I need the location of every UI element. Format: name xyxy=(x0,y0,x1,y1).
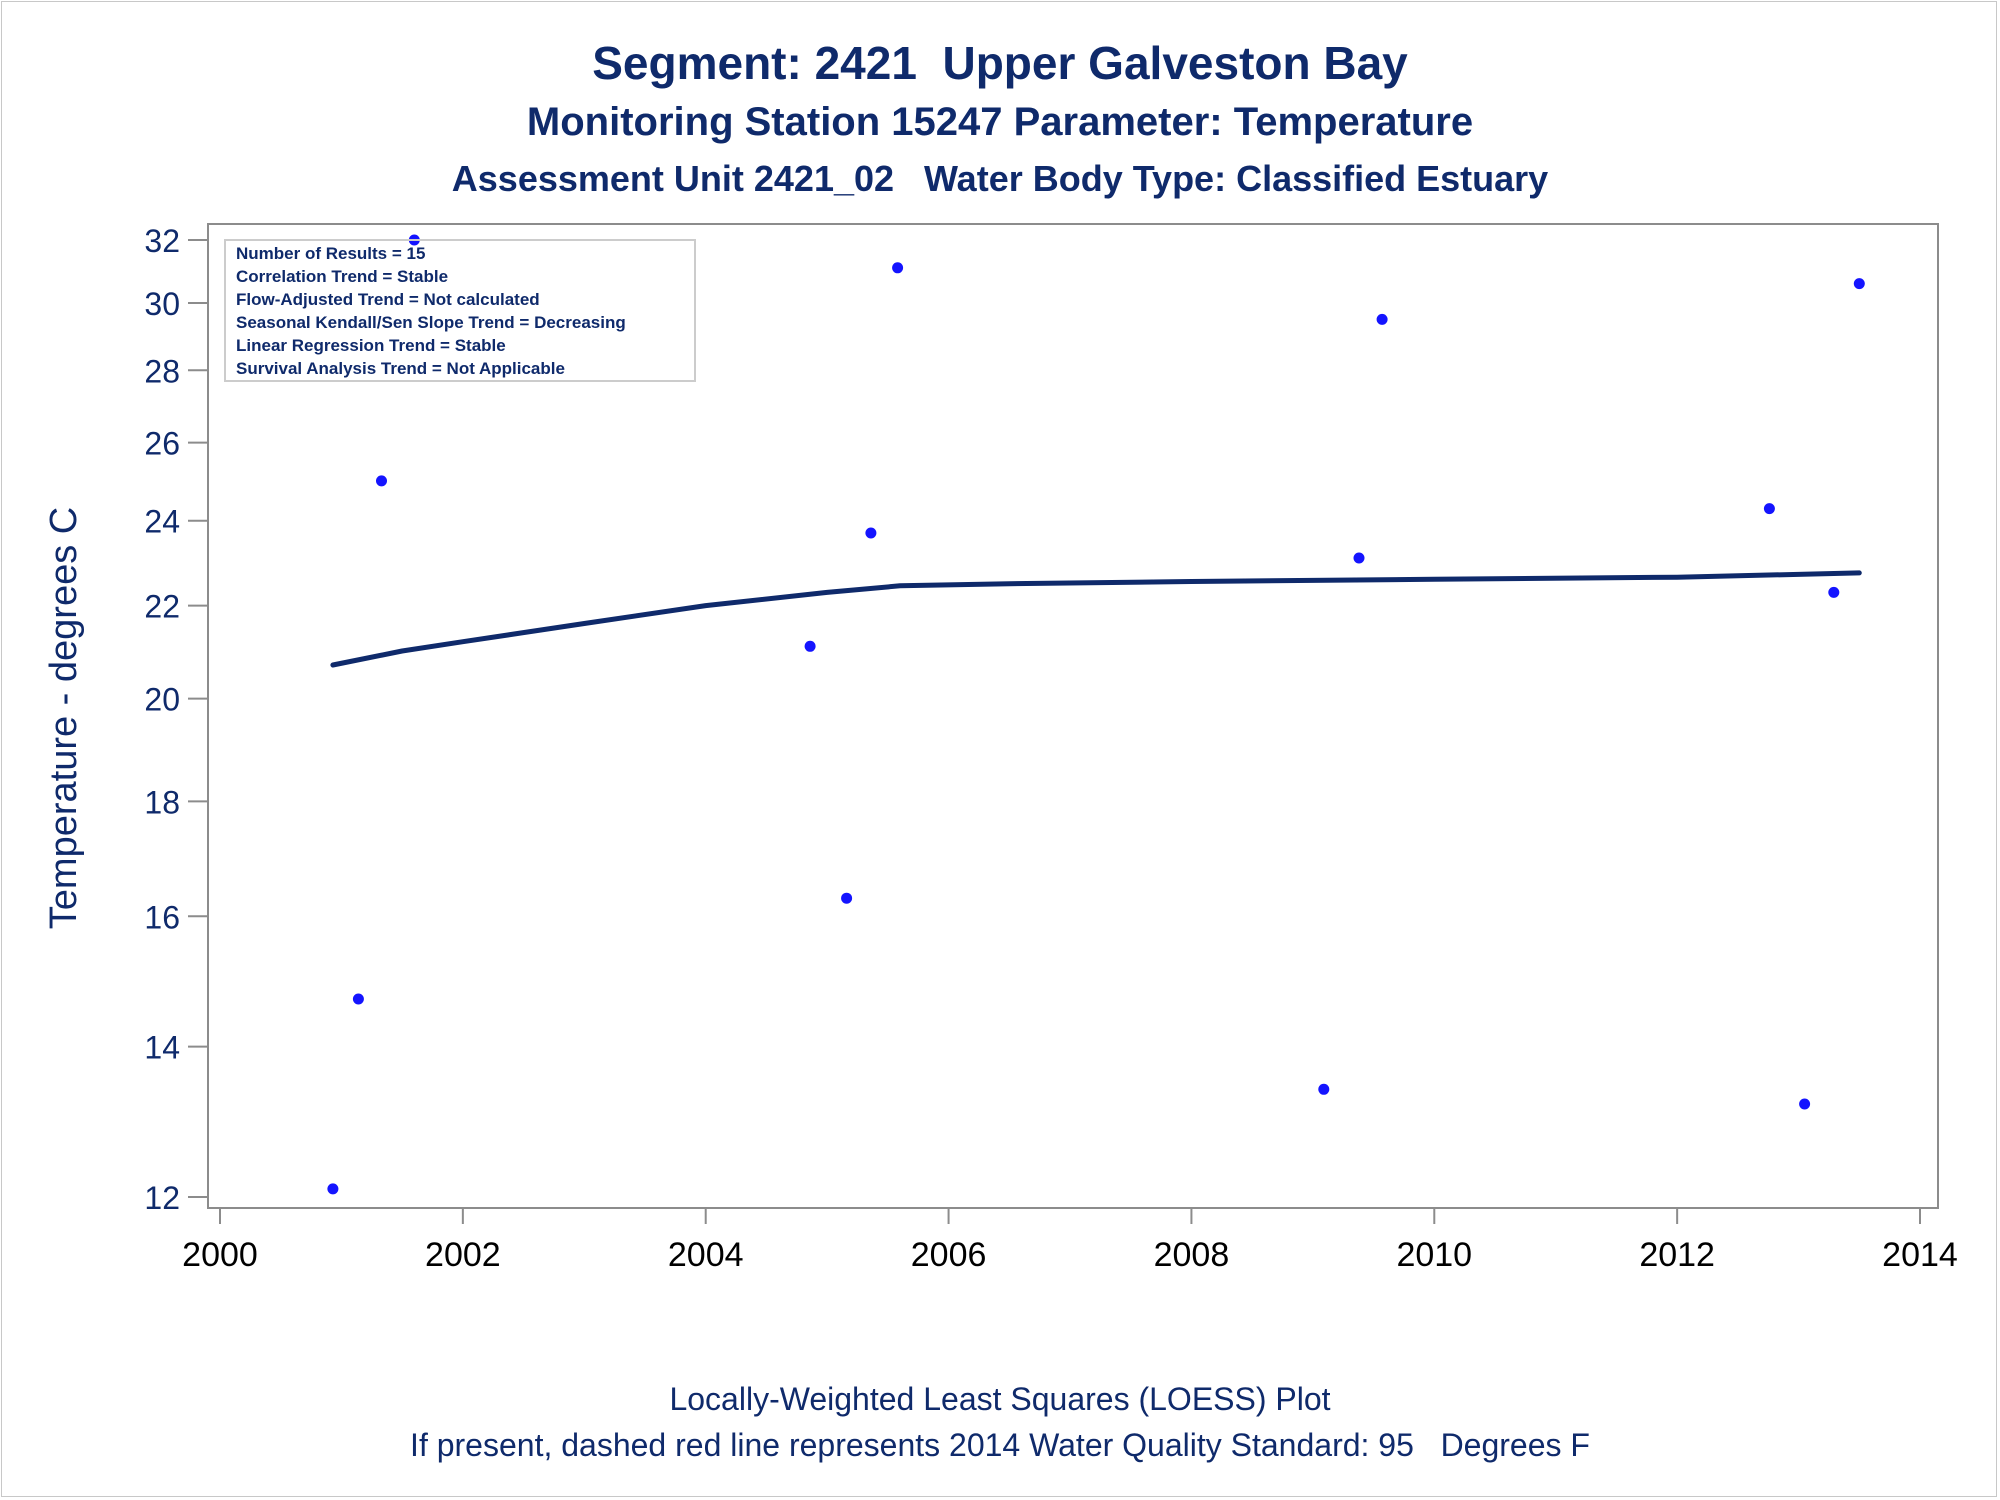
data-point xyxy=(892,262,904,274)
stats-line: Seasonal Kendall/Sen Slope Trend = Decre… xyxy=(236,313,626,332)
data-point xyxy=(1799,1098,1811,1110)
data-point xyxy=(376,475,387,487)
footnote-standard: If present, dashed red line represents 2… xyxy=(410,1427,1590,1463)
x-tick-label: 2014 xyxy=(1882,1236,1958,1274)
y-tick-label: 14 xyxy=(144,1030,180,1066)
chart-subtitle-station: Monitoring Station 15247 Parameter: Temp… xyxy=(526,100,1474,144)
y-tick-label: 26 xyxy=(144,426,180,462)
footnote-loess: Locally-Weighted Least Squares (LOESS) P… xyxy=(669,1381,1331,1417)
x-tick-label: 2004 xyxy=(668,1236,744,1274)
plot-area-frame xyxy=(207,223,1939,1209)
y-axis-label: Temperature - degrees C xyxy=(43,507,85,929)
y-tick-label: 16 xyxy=(144,899,180,935)
data-point xyxy=(327,1183,339,1195)
stats-line: Survival Analysis Trend = Not Applicable xyxy=(236,359,565,378)
stats-line: Flow-Adjusted Trend = Not calculated xyxy=(236,290,540,309)
y-tick-label: 32 xyxy=(144,223,180,259)
y-tick-label: 18 xyxy=(144,784,180,820)
stats-line: Correlation Trend = Stable xyxy=(236,267,448,286)
data-point xyxy=(865,527,877,539)
data-point xyxy=(1376,313,1388,325)
data-point xyxy=(352,993,364,1005)
y-tick-label: 22 xyxy=(144,589,180,625)
chart-subtitle-assessment: Assessment Unit 2421_02 Water Body Type:… xyxy=(451,158,1549,199)
data-point xyxy=(1318,1083,1330,1095)
y-tick-label: 12 xyxy=(144,1180,180,1216)
y-tick-label: 20 xyxy=(144,682,180,718)
stats-box-layer: Number of Results = 15 Correlation Trend … xyxy=(224,239,696,382)
stats-line: Number of Results = 15 xyxy=(236,244,425,263)
x-tick-label: 2002 xyxy=(425,1236,501,1274)
data-point xyxy=(1853,278,1865,290)
y-tick-label: 28 xyxy=(144,353,180,389)
x-tick-label: 2006 xyxy=(911,1236,987,1274)
chart-title: Segment: 2421 Upper Galveston Bay xyxy=(592,37,1408,89)
data-point xyxy=(841,892,853,904)
axes-layer xyxy=(207,223,1939,1209)
data-point xyxy=(1353,552,1365,564)
stats-line: Linear Regression Trend = Stable xyxy=(236,336,506,355)
x-tick-label: 2012 xyxy=(1639,1236,1715,1274)
data-point xyxy=(804,640,816,652)
data-point xyxy=(1828,586,1840,598)
ticks-layer: 12 14 16 18 20 22 24 26 28 30 32 2000 2002 2004 2006 20… xyxy=(144,223,1957,1274)
loess-line xyxy=(330,570,1862,668)
x-tick-label: 2008 xyxy=(1154,1236,1230,1274)
y-tick-label: 30 xyxy=(144,286,180,322)
x-tick-label: 2010 xyxy=(1396,1236,1472,1274)
x-tick-label: 2000 xyxy=(182,1236,258,1274)
y-tick-label: 24 xyxy=(144,504,180,540)
data-point xyxy=(1763,503,1775,515)
loess-layer xyxy=(330,570,1862,668)
stats-box xyxy=(224,239,696,382)
